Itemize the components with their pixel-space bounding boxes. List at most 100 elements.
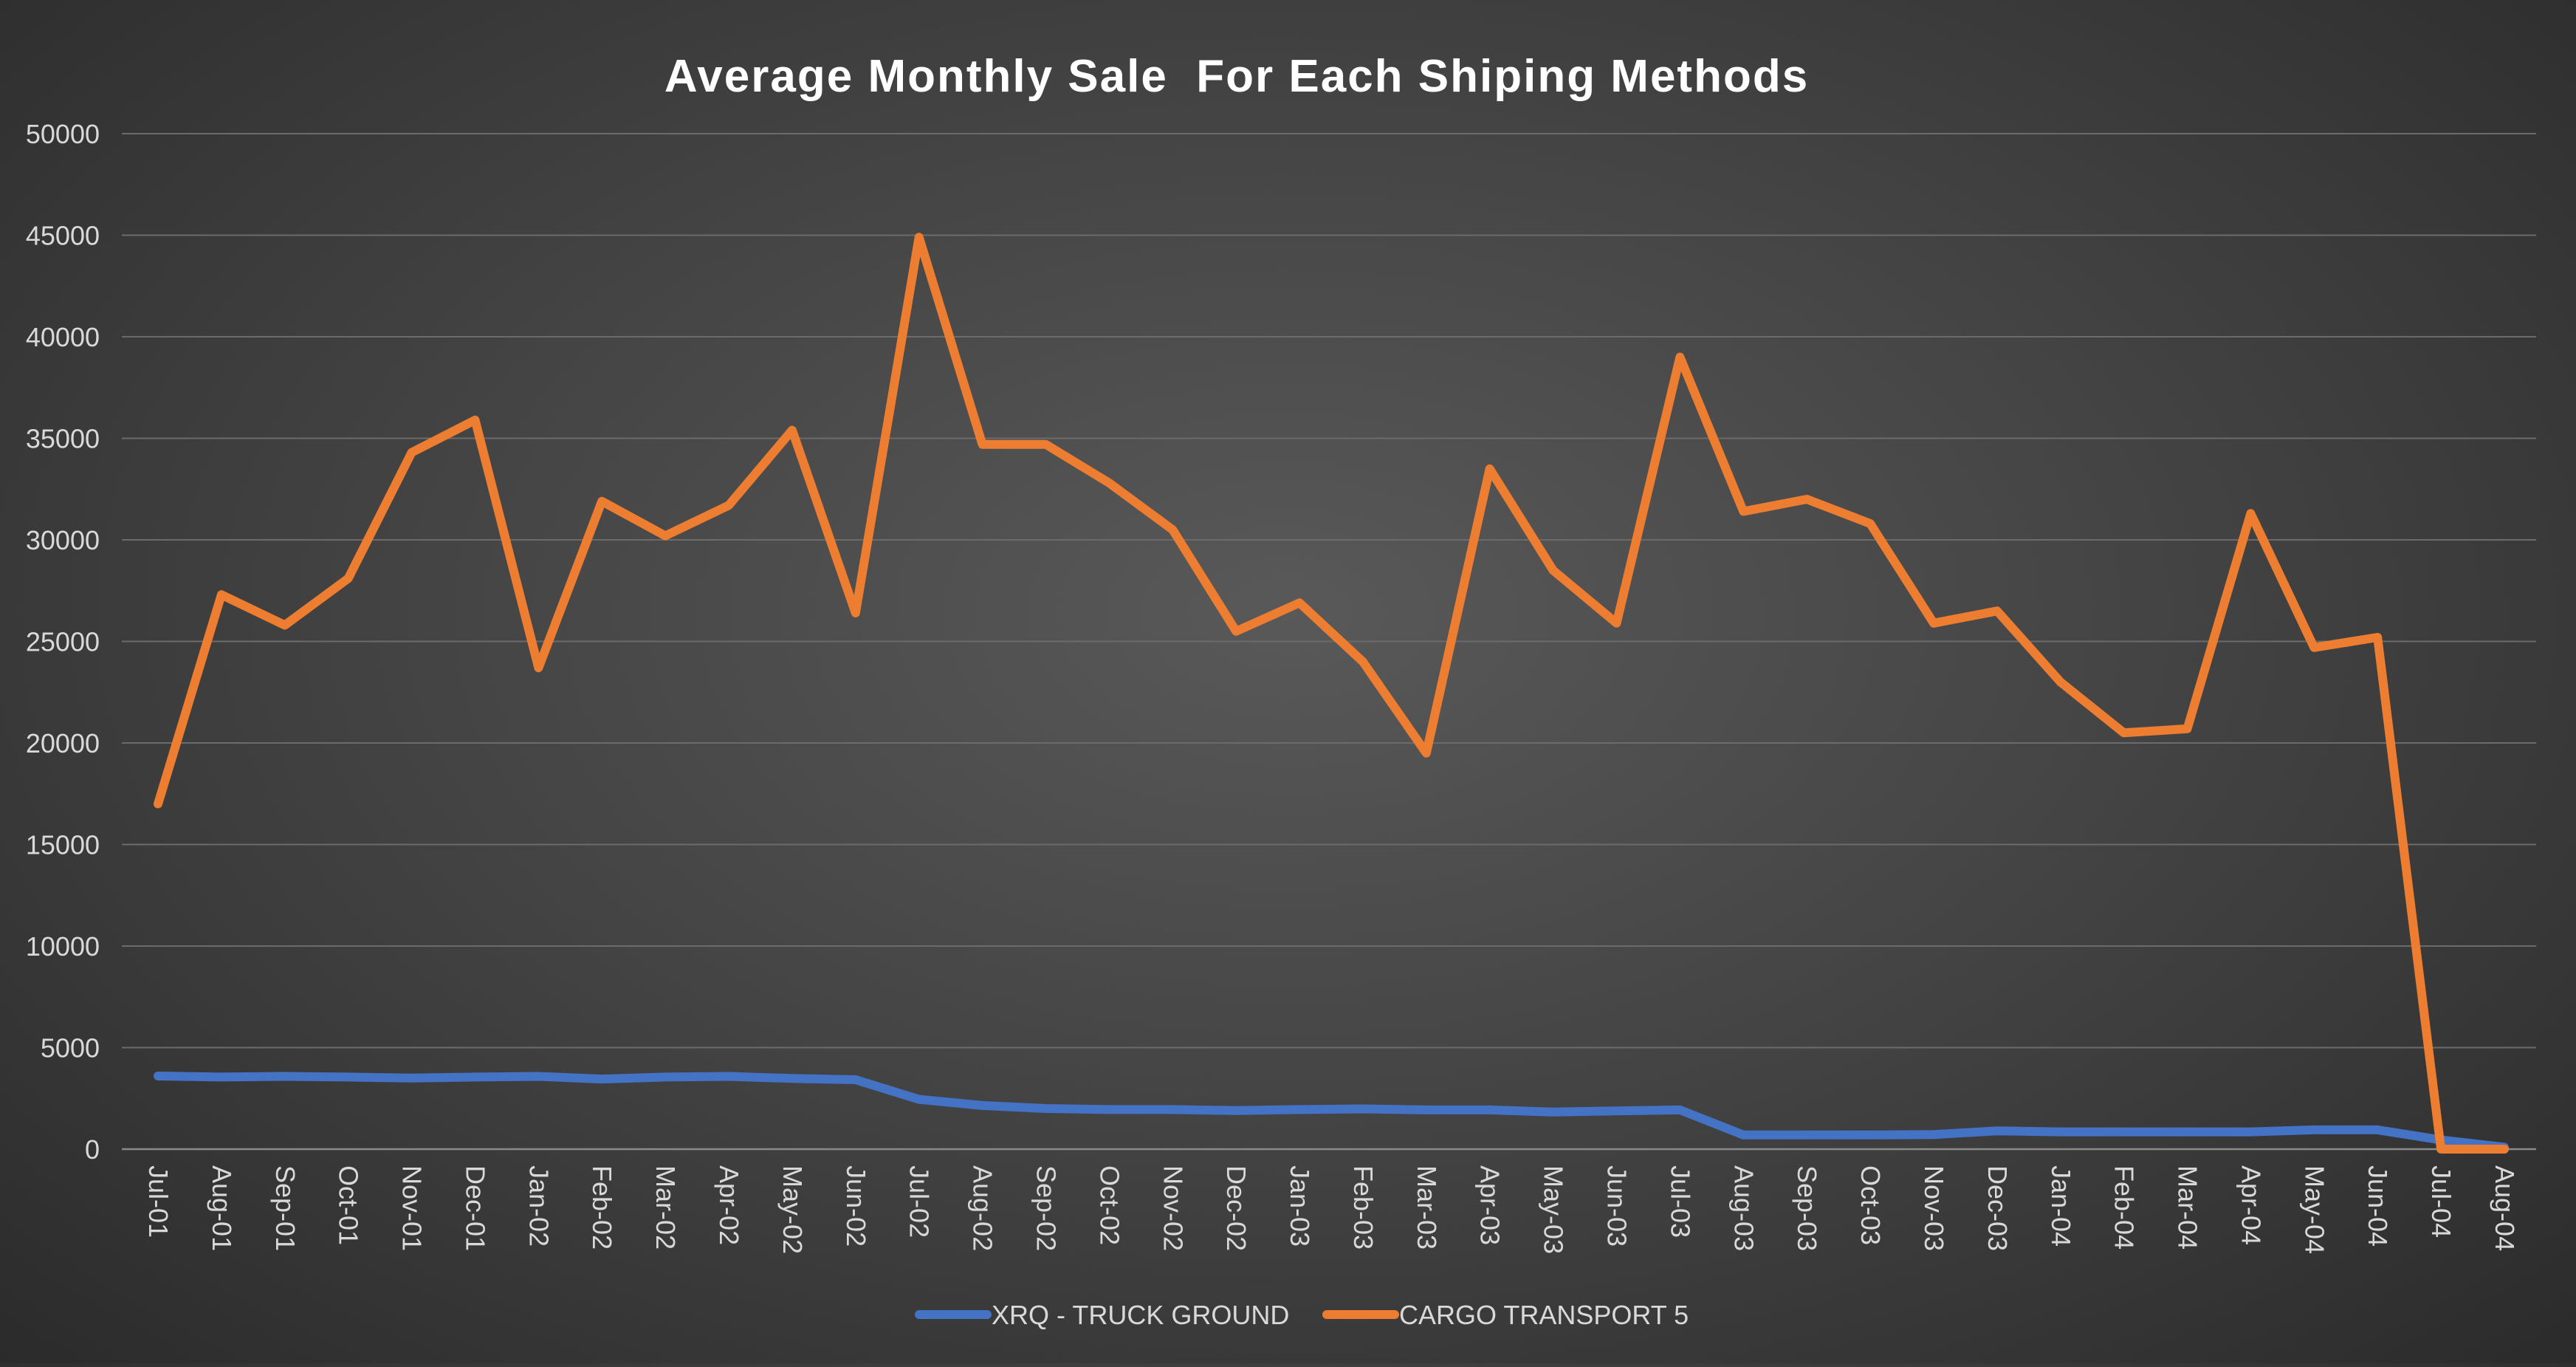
data-point	[1108, 482, 1110, 484]
data-point	[2313, 647, 2315, 648]
x-tick-label: Aug-04	[2490, 1165, 2520, 1251]
data-point	[918, 1099, 920, 1100]
data-point	[2060, 1131, 2061, 1133]
x-tick-label: Jan-04	[2046, 1165, 2076, 1247]
y-tick-label: 45000	[26, 221, 100, 251]
x-tick-label: Nov-03	[1919, 1165, 1949, 1251]
y-tick-label: 5000	[41, 1033, 100, 1063]
x-tick-label: Dec-02	[1221, 1165, 1251, 1251]
x-tick-label: Aug-02	[968, 1165, 998, 1251]
x-tick-label: Nov-01	[397, 1165, 427, 1251]
y-tick-label: 0	[85, 1134, 100, 1165]
data-point	[157, 1075, 159, 1077]
legend: XRQ - TRUCK GROUND CARGO TRANSPORT 5	[915, 1300, 1689, 1330]
data-point	[2504, 1148, 2505, 1150]
x-tick-label: Sep-02	[1031, 1165, 1061, 1251]
data-point	[1108, 1109, 1110, 1110]
x-tick-label: Feb-04	[2109, 1165, 2140, 1250]
data-point	[2250, 1131, 2251, 1133]
data-point	[664, 535, 666, 536]
x-tick-label: Oct-01	[334, 1165, 364, 1245]
y-tick-label: 25000	[26, 627, 100, 657]
data-point	[2187, 1131, 2188, 1133]
x-tick-label: May-03	[1539, 1165, 1569, 1254]
y-tick-label: 30000	[26, 525, 100, 555]
data-point	[2440, 1148, 2442, 1150]
x-tick-label: Jul-02	[904, 1165, 935, 1238]
x-tick-label: Mar-04	[2173, 1165, 2203, 1250]
x-tick-label: Feb-02	[587, 1165, 617, 1250]
data-point	[2123, 1131, 2125, 1133]
x-tick-label: Aug-01	[207, 1165, 237, 1251]
x-tick-label: Jun-03	[1602, 1165, 1632, 1247]
x-tick-label: Sep-03	[1792, 1165, 1822, 1251]
data-point	[2377, 1129, 2378, 1131]
data-point	[1045, 444, 1046, 445]
data-point	[2250, 513, 2251, 514]
x-tick-label: Dec-03	[1982, 1165, 2013, 1251]
legend-label: XRQ - TRUCK GROUND	[992, 1300, 1289, 1330]
x-tick-label: Mar-03	[1412, 1165, 1442, 1250]
data-point	[855, 612, 856, 614]
x-tick-label: Jul-03	[1665, 1165, 1695, 1238]
data-point	[918, 236, 920, 238]
series-line	[154, 1072, 2509, 1152]
x-tick-label: Apr-02	[714, 1165, 744, 1245]
x-tick-label: Jun-02	[841, 1165, 871, 1247]
data-point	[1299, 1109, 1300, 1110]
data-point	[982, 444, 983, 445]
x-tick-label: Oct-02	[1094, 1165, 1124, 1245]
data-point	[1172, 1109, 1173, 1110]
x-tick-label: May-02	[777, 1165, 808, 1254]
data-point	[2313, 1129, 2315, 1131]
x-tick-label: Nov-02	[1158, 1165, 1188, 1251]
x-tick-label: May-04	[2299, 1165, 2329, 1254]
x-tick-label: Jul-04	[2426, 1165, 2456, 1238]
data-point	[791, 430, 793, 431]
x-tick-label: Apr-03	[1475, 1165, 1505, 1245]
y-tick-label: 20000	[26, 728, 100, 758]
data-point	[664, 1076, 666, 1078]
gridlines	[122, 133, 2536, 1151]
data-point	[1869, 1134, 1871, 1136]
data-point	[2187, 728, 2188, 730]
data-point	[537, 1076, 539, 1078]
x-tick-label: Jun-04	[2363, 1165, 2393, 1247]
data-point	[284, 625, 286, 626]
y-axis-ticks: 0 5000 10000 15000 20000 25000 30000 35000 40000…	[26, 119, 100, 1165]
data-point	[1742, 1134, 1744, 1136]
data-point	[1489, 468, 1491, 470]
data-point	[855, 1079, 856, 1080]
data-point	[2377, 637, 2378, 638]
data-point	[1235, 1110, 1237, 1111]
x-tick-label: Mar-02	[650, 1165, 681, 1250]
x-tick-label: Feb-03	[1348, 1165, 1378, 1250]
x-tick-label: Oct-03	[1855, 1165, 1886, 1245]
x-axis-ticks: Jul-01 Aug-01 Sep-01 Oct-01 Nov-01 Dec-01 Jan-…	[143, 1165, 2520, 1254]
y-tick-label: 15000	[26, 830, 100, 860]
x-tick-label: Jan-03	[1285, 1165, 1315, 1247]
data-point	[411, 452, 413, 453]
data-point	[284, 1076, 286, 1078]
data-point	[1742, 511, 1744, 512]
series-lines	[154, 233, 2509, 1154]
data-point	[1489, 1109, 1491, 1111]
data-point	[791, 1078, 793, 1079]
y-tick-label: 40000	[26, 322, 100, 352]
x-tick-label: Aug-03	[1728, 1165, 1759, 1251]
data-point	[982, 1105, 983, 1106]
x-tick-label: Apr-04	[2236, 1165, 2266, 1245]
data-point	[1933, 1134, 1934, 1135]
legend-label: CARGO TRANSPORT 5	[1399, 1300, 1689, 1330]
y-tick-label: 50000	[26, 119, 100, 149]
series-line	[154, 233, 2509, 1154]
y-tick-label: 35000	[26, 424, 100, 454]
x-tick-label: Sep-01	[270, 1165, 300, 1251]
x-tick-label: Jan-02	[523, 1165, 554, 1247]
x-tick-label: Dec-01	[460, 1165, 490, 1251]
chart-title: Average Monthly Sale For Each Shiping Me…	[664, 51, 1809, 102]
x-tick-label: Jul-01	[143, 1165, 174, 1238]
y-tick-label: 10000	[26, 931, 100, 962]
